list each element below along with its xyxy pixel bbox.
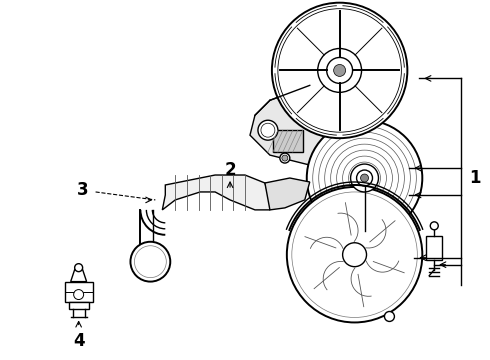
Polygon shape (265, 178, 310, 210)
Circle shape (261, 123, 275, 137)
Circle shape (361, 174, 368, 182)
Circle shape (134, 246, 166, 278)
Circle shape (357, 170, 372, 186)
Polygon shape (250, 85, 340, 165)
Circle shape (355, 168, 374, 188)
Circle shape (287, 187, 422, 323)
Text: 1: 1 (469, 169, 481, 187)
Circle shape (258, 120, 278, 140)
Circle shape (130, 242, 171, 282)
Text: 2: 2 (224, 161, 236, 179)
Circle shape (343, 156, 387, 200)
Circle shape (282, 155, 288, 161)
Circle shape (307, 120, 422, 236)
Circle shape (331, 144, 398, 212)
Circle shape (292, 192, 417, 318)
Circle shape (278, 9, 401, 132)
Circle shape (343, 243, 367, 267)
Bar (65, 282, 93, 302)
Polygon shape (162, 175, 270, 210)
Circle shape (74, 289, 84, 300)
Circle shape (325, 138, 404, 218)
Circle shape (348, 162, 380, 194)
Circle shape (430, 222, 438, 230)
Circle shape (313, 126, 416, 230)
Text: 4: 4 (73, 332, 84, 350)
Circle shape (272, 3, 407, 138)
Circle shape (350, 164, 378, 192)
Circle shape (385, 311, 394, 321)
Circle shape (318, 49, 362, 92)
Circle shape (74, 264, 83, 272)
Circle shape (280, 153, 290, 163)
Circle shape (327, 58, 353, 84)
Circle shape (337, 150, 392, 206)
Text: 3: 3 (77, 181, 88, 199)
Circle shape (318, 132, 410, 224)
Bar (426, 236, 442, 260)
Polygon shape (71, 270, 87, 282)
Circle shape (334, 64, 345, 76)
Bar (69, 302, 89, 310)
Bar (273, 130, 303, 152)
